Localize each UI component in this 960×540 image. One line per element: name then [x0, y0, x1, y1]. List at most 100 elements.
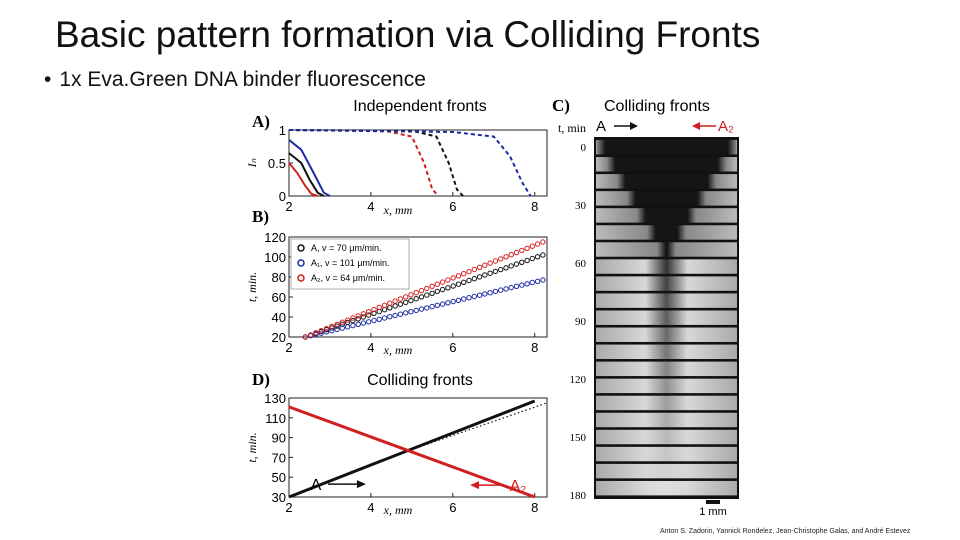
data-point-black [487, 270, 493, 276]
data-point-blue [529, 279, 535, 286]
chart-title: Colliding fronts [604, 98, 710, 115]
series-line-black-solid [288, 152, 325, 197]
data-point-red [323, 325, 330, 332]
data-point-blue [397, 311, 404, 317]
data-point-red [313, 330, 319, 336]
data-point-red [503, 254, 509, 260]
data-point-red [371, 306, 377, 313]
series-line-blue-dashed [288, 129, 532, 197]
data-point-blue [355, 321, 361, 327]
data-point-red [434, 281, 440, 287]
data-point-blue [424, 305, 430, 311]
data-point-black [508, 263, 514, 269]
data-point-black [534, 254, 541, 260]
legend-marker [297, 274, 305, 282]
data-point-black [461, 279, 467, 285]
data-point-blue [344, 324, 351, 330]
data-point-red [466, 268, 472, 275]
data-point-black [450, 283, 456, 289]
data-point-blue [434, 302, 440, 308]
y-tick-label: 180 [570, 490, 587, 502]
series-line-blue-solid [288, 139, 331, 197]
x-axis-label: x, mm [383, 343, 413, 357]
data-point-red [534, 241, 541, 247]
data-point-blue [392, 312, 398, 319]
y-tick-label: 150 [570, 432, 587, 444]
x-axis-label: x, mm [383, 203, 413, 217]
legend-marker [297, 259, 305, 267]
data-point-blue [313, 331, 319, 338]
legend-entry: A₂, v = 64 μm/min. [311, 273, 385, 283]
right-front-label: A₂ [718, 118, 734, 135]
kymograph-strip [596, 463, 737, 479]
x-tick-label: 4 [367, 500, 374, 515]
data-point-blue [498, 287, 504, 293]
data-point-black [397, 301, 404, 307]
y-tick-label: 1 [279, 123, 286, 138]
y-tick-label: 90 [272, 431, 286, 446]
data-point-blue [408, 309, 414, 315]
y-tick-label: 120 [264, 230, 286, 245]
y-tick-label: 0.5 [268, 156, 286, 171]
x-tick-label: 6 [449, 340, 456, 355]
y-axis-label: t, min. [245, 432, 259, 462]
data-point-blue [334, 326, 340, 333]
data-point-red [540, 239, 546, 245]
legend-entry: A, v = 70 μm/min. [311, 243, 381, 253]
data-point-blue [508, 284, 514, 291]
data-point-blue [455, 297, 462, 303]
data-point-black [350, 317, 356, 324]
legend-marker [297, 244, 305, 252]
kymograph-strip [596, 395, 737, 411]
data-point-red [461, 271, 467, 277]
data-point-red [339, 319, 345, 325]
kymograph-strip [596, 293, 737, 308]
data-point-black [529, 255, 535, 262]
data-point-red [519, 247, 525, 254]
legend-box [290, 238, 410, 290]
data-point-blue [471, 293, 477, 300]
y-tick-label: 30 [272, 490, 286, 505]
data-point-red [498, 256, 504, 262]
kymograph-strip [596, 310, 737, 325]
data-point-blue [513, 283, 520, 289]
series-line-black-dashed [288, 129, 464, 197]
arrow-head-icon [692, 122, 700, 130]
data-point-blue [376, 316, 382, 322]
x-tick-label: 8 [531, 500, 538, 515]
data-point-red [445, 277, 451, 283]
data-point-red [355, 313, 361, 319]
arrow-head-icon [356, 480, 366, 489]
data-point-blue [461, 296, 467, 302]
plot-frame [288, 129, 548, 197]
data-point-red [508, 252, 514, 258]
data-point-black [439, 286, 446, 293]
kymograph-strip [596, 225, 737, 240]
data-point-red [413, 290, 419, 296]
data-point-black [403, 299, 409, 306]
chart-panel-d: D) Colliding fronts 2 4 6 8 30 50 70 90 110 130 x, m… [245, 370, 548, 517]
data-point-black [540, 252, 546, 258]
data-point-red [308, 332, 314, 338]
data-point-blue [429, 303, 435, 310]
data-point-blue [381, 315, 388, 321]
y-tick-label: 50 [272, 470, 286, 485]
credit-line: Anton S. Zadorin, Yannick Rondelez, Jean… [660, 528, 911, 535]
data-point-black [503, 265, 509, 271]
data-point-blue [323, 329, 330, 335]
chart-panel-a: A) Independent fronts 2 4 6 8 0 0.5 1 x, mm Iₙ [245, 98, 548, 217]
data-point-black [476, 274, 483, 280]
y-axis-label: t, min [558, 121, 586, 135]
kymograph-strip [596, 412, 737, 428]
y-tick-label: 110 [265, 411, 286, 426]
data-point-black [418, 294, 425, 300]
data-point-blue [360, 320, 367, 326]
bullet-dot-icon: • [44, 68, 52, 91]
chart-panel-b: B) 2 4 6 8 20 40 60 80 100 120 x, mm t, min. A, v = 7… [245, 207, 548, 357]
y-tick-label: 70 [272, 450, 286, 465]
data-point-red [302, 334, 309, 340]
data-point-red [350, 315, 356, 321]
data-point-red [403, 294, 409, 300]
panel-label: C) [552, 96, 570, 115]
data-point-black [371, 310, 377, 316]
